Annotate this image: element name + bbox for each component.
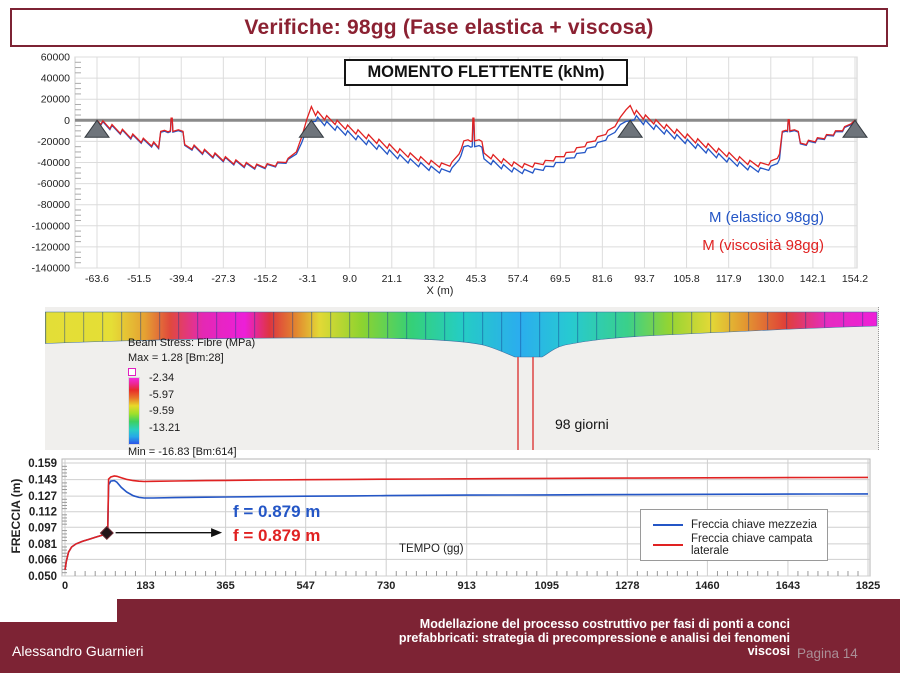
annotation-arrow-head bbox=[211, 528, 223, 538]
y-tick-label: 0.081 bbox=[28, 539, 57, 551]
x-tick-label: 105.8 bbox=[673, 273, 699, 285]
x-tick-label: 33.2 bbox=[424, 273, 445, 285]
y-tick-label: -80000 bbox=[37, 199, 70, 211]
y-tick-label: -40000 bbox=[37, 157, 70, 169]
y-tick-label: 0.143 bbox=[28, 475, 57, 487]
freccia-y-axis-title: FRECCIA (m) bbox=[9, 478, 23, 554]
x-tick-label: 913 bbox=[458, 580, 476, 592]
x-tick-label: 154.2 bbox=[842, 273, 868, 285]
moment-legend-elastico: M (elastico 98gg) bbox=[708, 209, 824, 226]
support-triangle bbox=[842, 119, 868, 138]
y-tick-label: 60000 bbox=[41, 52, 70, 64]
footer-page-number: Pagina 14 bbox=[797, 646, 858, 661]
support-triangle bbox=[298, 119, 325, 138]
y-tick-label: -100000 bbox=[31, 220, 70, 232]
x-tick-label: -27.3 bbox=[211, 273, 235, 285]
moment-legend: M (elastico 98gg) M (viscosità 98gg) bbox=[640, 204, 824, 260]
stress-max-swatch bbox=[128, 368, 136, 376]
moment-chart-title: MOMENTO FLETTENTE (kNm) bbox=[367, 63, 605, 81]
x-tick-label: -63.6 bbox=[85, 273, 109, 285]
footer-thesis-title: Modellazione del processo costruttivo pe… bbox=[320, 617, 790, 659]
moment-chart-title-box: MOMENTO FLETTENTE (kNm) bbox=[344, 59, 628, 86]
y-tick-label: 0 bbox=[64, 115, 70, 127]
deflection-annotation-red: f = 0.879 m bbox=[233, 526, 321, 545]
x-tick-label: -15.2 bbox=[253, 273, 277, 285]
x-tick-label: -51.5 bbox=[127, 273, 151, 285]
beam-stress-panel: Beam Stress: Fibre (MPa) Max = 1.28 [Bm:… bbox=[45, 307, 879, 458]
annotation-marker-diamond bbox=[99, 525, 114, 541]
footer-thesis-line3: viscosi bbox=[747, 644, 790, 658]
stress-scale-value: -5.97 bbox=[149, 388, 175, 401]
legend-item-campata-laterale: Freccia chiave campata laterale bbox=[641, 533, 827, 557]
footer-band-full bbox=[0, 622, 900, 673]
moment-legend-viscosita: M (viscosità 98gg) bbox=[702, 237, 824, 254]
support-triangle bbox=[84, 119, 110, 138]
footer-thesis-line1: Modellazione del processo costruttivo pe… bbox=[419, 617, 790, 631]
time-label: 98 giorni bbox=[555, 416, 609, 432]
x-tick-label: 1825 bbox=[856, 580, 880, 592]
y-tick-label: 0.159 bbox=[28, 458, 57, 470]
footer-thesis-line2: prefabbricati: strategia di precompressi… bbox=[398, 630, 790, 645]
legend-item-mezzezia: Freccia chiave mezzezia bbox=[641, 515, 827, 535]
freccia-series-1 bbox=[64, 475, 869, 570]
x-tick-label: 45.3 bbox=[466, 273, 487, 285]
x-tick-label: 547 bbox=[297, 580, 315, 592]
y-tick-label: 0.050 bbox=[28, 571, 57, 583]
x-tick-label: 365 bbox=[216, 580, 234, 592]
x-tick-label: 142.1 bbox=[800, 273, 826, 285]
freccia-x-axis-title: TEMPO (gg) bbox=[399, 543, 464, 555]
legend-line-red bbox=[653, 544, 683, 546]
y-tick-label: -140000 bbox=[31, 263, 70, 275]
slide-title-box: Verifiche: 98gg (Fase elastica + viscosa… bbox=[10, 8, 888, 47]
x-tick-label: 1460 bbox=[695, 580, 719, 592]
y-tick-label: 0.097 bbox=[28, 522, 57, 534]
x-tick-label: 0 bbox=[62, 580, 68, 592]
x-tick-label: 1278 bbox=[615, 580, 639, 592]
y-tick-label: 20000 bbox=[41, 94, 70, 106]
beam-deformed-shape-image bbox=[45, 311, 878, 450]
legend-label-campata-laterale: Freccia chiave campata laterale bbox=[691, 533, 813, 557]
x-tick-label: 130.0 bbox=[758, 273, 784, 285]
stress-color-bar bbox=[128, 377, 140, 445]
stress-max-label: Max = 1.28 [Bm:28] bbox=[128, 352, 224, 364]
x-tick-label: 730 bbox=[377, 580, 395, 592]
support-triangle bbox=[617, 119, 644, 138]
y-tick-label: -120000 bbox=[31, 241, 70, 253]
legend-label-mezzezia: Freccia chiave mezzezia bbox=[691, 519, 817, 531]
beam-segment-dividers bbox=[45, 312, 877, 357]
x-tick-label: 21.1 bbox=[382, 273, 403, 285]
y-tick-label: -20000 bbox=[37, 136, 70, 148]
x-tick-label: 69.5 bbox=[550, 273, 571, 285]
y-tick-label: 0.127 bbox=[28, 491, 57, 503]
x-tick-label: -3.1 bbox=[299, 273, 317, 285]
y-tick-label: 0.066 bbox=[28, 554, 57, 566]
moment-x-axis-title: X (m) bbox=[426, 285, 454, 297]
moment-series-1 bbox=[96, 104, 856, 170]
x-tick-label: 1095 bbox=[535, 580, 559, 592]
x-tick-label: 117.9 bbox=[716, 273, 742, 285]
x-tick-label: 183 bbox=[136, 580, 154, 592]
deflection-annotation-blue: f = 0.879 m bbox=[233, 502, 321, 521]
stress-scale-value: -13.21 bbox=[149, 421, 181, 434]
stress-min-label: Min = -16.83 [Bm:614] bbox=[128, 446, 237, 458]
stress-scale-value: -9.59 bbox=[149, 405, 175, 417]
footer-author: Alessandro Guarnieri bbox=[12, 643, 144, 659]
moment-chart: -63.6 -51.5 -39.4 -27.3 -15.2 -3.1 9.0 21.1 33.2… bbox=[31, 52, 868, 286]
stress-legend-title: Beam Stress: Fibre (MPa) bbox=[128, 337, 256, 349]
stress-scale-legend: Beam Stress: Fibre (MPa) Max = 1.28 [Bm:… bbox=[128, 336, 255, 460]
x-tick-label: 9.0 bbox=[342, 273, 357, 285]
slide-title: Verifiche: 98gg (Fase elastica + viscosa… bbox=[244, 15, 654, 39]
y-tick-label: -60000 bbox=[37, 178, 70, 190]
legend-line-blue bbox=[653, 524, 683, 526]
x-tick-label: -39.4 bbox=[169, 273, 193, 285]
freccia-legend-box: Freccia chiave mezzezia Freccia chiave c… bbox=[640, 509, 828, 561]
x-tick-label: 81.6 bbox=[592, 273, 613, 285]
x-tick-label: 1643 bbox=[776, 580, 800, 592]
y-tick-label: 0.112 bbox=[29, 507, 57, 519]
stress-scale-value: -2.34 bbox=[149, 372, 175, 384]
x-tick-label: 93.7 bbox=[634, 273, 655, 285]
y-tick-label: 40000 bbox=[41, 73, 70, 85]
x-tick-label: 57.4 bbox=[508, 273, 529, 285]
